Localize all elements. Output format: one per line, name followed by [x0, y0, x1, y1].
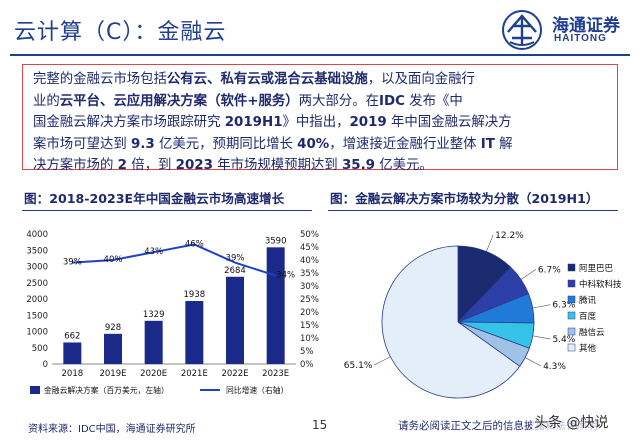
pie-slice — [457, 245, 512, 323]
y2-tick-label: 30% — [300, 282, 319, 292]
bar-value-label: 2684 — [224, 266, 246, 276]
pie-leader-line — [525, 357, 542, 367]
y2-tick-label: 45% — [300, 243, 319, 253]
growth-rate-label: 40% — [104, 255, 123, 265]
x-tick-label: 2019E — [99, 369, 126, 379]
pie-slice-label: 4.3% — [543, 362, 566, 372]
growth-rate-line — [72, 243, 276, 277]
y-tick-label: 3000 — [26, 263, 48, 273]
right-caption-rule — [328, 210, 618, 211]
y2-tick-label: 0% — [300, 360, 314, 370]
legend-swatch — [567, 279, 576, 288]
bar — [104, 333, 122, 364]
y2-tick-label: 20% — [300, 308, 319, 318]
pie-slice-label: 6.7% — [538, 265, 561, 275]
bar — [63, 342, 82, 364]
bar-value-label: 662 — [64, 331, 80, 341]
pie-leader-line — [374, 356, 391, 366]
y-tick-label: 2000 — [26, 295, 48, 305]
x-tick-label: 2023E — [262, 369, 289, 379]
legend-bar-label: 金融云解决方案（百万美元，左轴） — [44, 385, 169, 395]
y2-tick-label: 25% — [300, 295, 319, 305]
pie-leader-line — [532, 304, 551, 309]
legend-label: 其他 — [579, 343, 597, 354]
bar — [266, 247, 285, 364]
pie-slice-label: 12.2% — [495, 231, 524, 241]
left-figure-caption: 图：2018-2023E年中国金融云市场高速增长 — [24, 191, 285, 206]
growth-rate-label: 39% — [226, 254, 245, 264]
legend-label: 中科软科技 — [579, 279, 622, 290]
y2-tick-label: 10% — [300, 334, 319, 344]
y-tick-label: 500 — [32, 344, 48, 354]
source-note: 资料来源：IDC中国，海通证券研究所 — [28, 424, 196, 435]
pie-leader-line — [520, 269, 537, 280]
y-tick-label: 3500 — [26, 246, 48, 256]
pie-slice-label: 5.4% — [552, 335, 575, 345]
legend-label: 百度 — [579, 311, 597, 322]
summary-line-1: 完整的金融云市场包括公有云、私有云或混合云基础设施，以及面向金融行 — [33, 72, 475, 87]
pie-slice — [381, 245, 521, 399]
market-growth-chart: 0 500 1000 1500 2000 2500 3000 3500 4000 0% 5% 10% 1… — [26, 230, 319, 395]
growth-rate-label: 46% — [185, 239, 204, 249]
legend-swatch — [567, 295, 576, 304]
x-tick-label: 2022E — [221, 369, 248, 379]
haitong-logo: 海通证券 HAITONG — [500, 8, 632, 52]
growth-rate-label: 39% — [63, 258, 82, 268]
y2-tick-label: 35% — [300, 269, 319, 279]
bar-value-label: 928 — [105, 323, 121, 333]
pie-leader-line — [486, 234, 494, 252]
bar — [144, 320, 163, 364]
logo-chinese-name: 海通证券 — [552, 16, 620, 36]
bar-value-label: 3590 — [265, 236, 287, 246]
x-tick-label: 2021E — [181, 369, 208, 379]
page-title: 云计算（C）：金融云 — [14, 20, 227, 45]
growth-rate-label: 43% — [144, 247, 163, 257]
right-figure-caption: 图：金融云解决方案市场较为分散（2019H1） — [330, 191, 599, 206]
y-tick-label: 2500 — [26, 279, 48, 289]
summary-line-5: 决方案市场的 2 倍，到 2023 年市场规模预期达到 35.9 亿美元。 — [33, 158, 433, 174]
y2-tick-label: 15% — [300, 321, 319, 331]
pie-leader-line — [532, 335, 551, 340]
y-tick-label: 1000 — [26, 328, 48, 338]
legend-swatch — [567, 263, 576, 272]
bar — [226, 276, 244, 364]
bar-value-label: 1938 — [184, 290, 206, 300]
x-tick-label: 2018 — [62, 369, 84, 379]
pie-slice-label: 6.3% — [552, 301, 575, 311]
legend-label: 阿里巴巴 — [579, 264, 614, 274]
x-tick-label: 2020E — [140, 369, 167, 379]
summary-line-4: 案市场可望达到 9.3 亿美元，预期同比增长 40%，增速接近金融行业整体 IT… — [33, 136, 513, 152]
y-tick-label: 0 — [43, 360, 48, 370]
legend-label: 融信云 — [579, 327, 605, 338]
bar-value-label: 1329 — [143, 310, 165, 320]
y2-tick-label: 5% — [300, 347, 314, 357]
legend-swatch — [567, 343, 576, 352]
logo-english-name: HAITONG — [554, 33, 607, 44]
market-share-pie-chart: 12.2% 6.7% 6.3% 5.4% 4.3% 65.1% 阿里巴巴中科软科技腾讯百度融… — [344, 231, 622, 399]
logo-emblem-icon — [502, 10, 542, 50]
left-caption-rule — [22, 210, 312, 211]
pie-slice-label: 65.1% — [344, 361, 373, 371]
legend-swatch — [567, 311, 576, 320]
summary-line-2: 业的云平台、云应用解决方案（软件+服务）两大部分。在IDC 发布《中 — [33, 93, 463, 109]
legend-bar-swatch — [30, 386, 40, 394]
y-tick-label: 4000 — [26, 230, 48, 240]
title-divider — [10, 54, 630, 56]
y-tick-label: 1500 — [26, 311, 48, 321]
legend-line-label: 同比增速（右轴） — [226, 385, 288, 395]
summary-line-3: 国金融云解决方案市场跟踪研究 2019H1》中指出，2019 年中国金融云解决方 — [33, 115, 512, 131]
growth-rate-label: 34% — [276, 271, 295, 281]
watermark: 头条 @快说 — [532, 412, 611, 432]
page-number: 15 — [312, 418, 328, 432]
bar — [185, 301, 204, 364]
summary-textbox: 完整的金融云市场包括公有云、私有云或混合云基础设施，以及面向金融行 业的云平台、… — [22, 64, 618, 173]
y2-tick-label: 50% — [300, 230, 319, 240]
legend-swatch — [567, 327, 576, 336]
y2-tick-label: 40% — [300, 256, 319, 266]
legend-label: 腾讯 — [579, 295, 597, 306]
